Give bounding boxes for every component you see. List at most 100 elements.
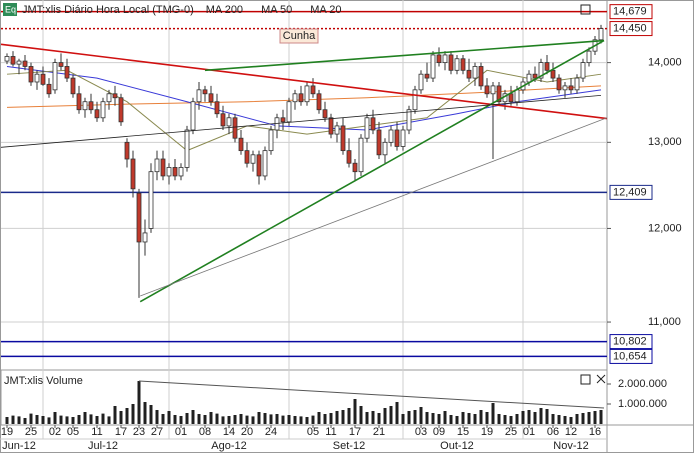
candle-body	[136, 192, 142, 243]
volume-bar	[155, 410, 159, 424]
x-tick-label: 21	[373, 426, 385, 438]
candle-body	[310, 85, 316, 95]
volume-bar	[47, 417, 51, 424]
volume-bar	[347, 408, 351, 424]
candle-body	[376, 129, 382, 156]
month-label: Out-12	[440, 440, 474, 452]
volume-bar	[557, 415, 561, 424]
candle-body	[202, 89, 208, 95]
volume-bar	[497, 414, 501, 424]
candle-body	[112, 93, 118, 99]
candle-body	[34, 73, 40, 83]
x-tick-label: 17	[349, 426, 361, 438]
candle-body	[58, 62, 64, 67]
candle-body	[106, 93, 112, 103]
candle-body	[256, 154, 262, 177]
y-tick-label: 12,000	[648, 222, 682, 234]
candle-body	[166, 167, 172, 177]
x-tick-label: 14	[223, 426, 235, 438]
candle-body	[88, 101, 94, 111]
x-tick-label: 24	[265, 426, 277, 438]
volume-bar	[83, 412, 87, 424]
candle-body	[436, 54, 442, 63]
volume-bar	[161, 414, 165, 424]
volume-bar	[269, 414, 273, 424]
candle-body	[574, 77, 580, 91]
candle-body	[244, 150, 250, 164]
eq-icon[interactable]	[3, 3, 17, 16]
trendline	[0, 43, 608, 120]
volume-bar	[71, 417, 75, 424]
volume-bar	[401, 414, 405, 424]
x-tick-label: 16	[589, 426, 601, 438]
volume-bar	[461, 412, 465, 424]
candle-body	[382, 141, 388, 156]
volume-tick-label: 1.000.000	[618, 398, 667, 410]
candle-body	[472, 66, 478, 79]
candle-body	[346, 150, 352, 164]
maximize-button[interactable]	[580, 374, 591, 385]
volume-bar	[545, 409, 549, 424]
volume-bar	[23, 418, 27, 424]
month-label: Jun-12	[2, 440, 36, 452]
volume-bar	[281, 415, 285, 424]
close-button[interactable]	[596, 374, 606, 384]
candle-body	[130, 158, 136, 190]
volume-bar	[191, 410, 195, 424]
x-tick-label: 06	[547, 426, 559, 438]
volume-bar	[35, 415, 39, 424]
candle-body	[412, 89, 418, 111]
volume-bar	[239, 414, 243, 424]
volume-bar	[137, 381, 141, 424]
level-label: 12,409	[613, 186, 647, 198]
level-label-box	[609, 4, 653, 20]
x-tick-label: 20	[241, 426, 253, 438]
candle-body	[94, 109, 100, 119]
x-tick-label: 23	[133, 426, 145, 438]
volume-bar	[503, 415, 507, 424]
volume-bar	[305, 417, 309, 424]
maximize-button[interactable]	[580, 4, 591, 15]
trendline	[139, 39, 605, 303]
volume-bar	[587, 412, 591, 424]
volume-bar	[131, 404, 135, 424]
volume-bar	[215, 413, 219, 424]
volume-bar	[125, 408, 129, 424]
candle-body	[328, 117, 334, 135]
volume-bar	[383, 408, 387, 424]
volume-bar	[485, 412, 489, 424]
candle-body	[298, 93, 304, 103]
volume-bar	[263, 413, 267, 424]
volume-bar	[17, 416, 21, 424]
candle-body	[16, 60, 22, 65]
candle-body	[580, 62, 586, 79]
volume-bar	[203, 415, 207, 424]
volume-bar	[425, 412, 429, 424]
volume-bar	[143, 402, 147, 424]
volume-bar	[509, 416, 513, 424]
volume-bar	[443, 411, 447, 424]
volume-bar	[563, 416, 567, 424]
volume-bar	[149, 405, 153, 424]
volume-bar	[173, 415, 177, 424]
volume-bar	[53, 412, 57, 424]
volume-bar	[389, 406, 393, 424]
volume-bar	[455, 416, 459, 424]
volume-bar	[197, 414, 201, 424]
volume-bar	[119, 411, 123, 424]
candle-body	[40, 73, 46, 85]
candle-body	[478, 66, 484, 87]
candle-body	[556, 77, 562, 91]
volume-title: JMT:xlis Volume	[4, 375, 83, 387]
x-tick-label: 03	[415, 426, 427, 438]
month-label: Set-12	[333, 440, 365, 452]
volume-bar	[275, 414, 279, 424]
volume-bar	[245, 415, 249, 424]
volume-bar	[95, 416, 99, 424]
x-tick-label: 17	[115, 426, 127, 438]
y-tick-label: 13,000	[648, 136, 682, 148]
volume-bar	[299, 416, 303, 424]
candle-body	[292, 93, 298, 103]
candle-body	[358, 137, 364, 173]
volume-bar	[407, 411, 411, 424]
